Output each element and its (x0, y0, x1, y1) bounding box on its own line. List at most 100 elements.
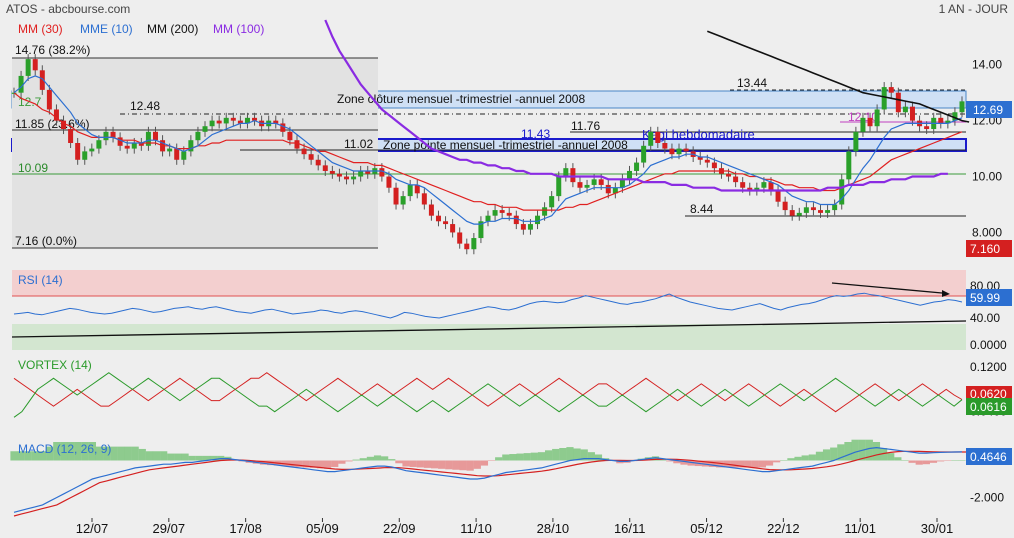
macd-hist-bar (751, 460, 759, 468)
macd-hist-bar (773, 460, 781, 463)
candle-body (68, 129, 74, 143)
candle-body (61, 120, 67, 130)
candle-body (216, 120, 222, 124)
macd-hist-bar (309, 460, 317, 468)
candle-body (450, 224, 456, 233)
candle-body (669, 148, 675, 155)
x-axis: 12/07 29/07 17/08 05/09 22/09 11/10 28/10 16/11… (76, 518, 953, 536)
macd-hist-bar (944, 460, 952, 461)
candle-body (428, 204, 434, 216)
candle-body (344, 176, 350, 180)
candle-body (959, 101, 965, 113)
candle-body (223, 117, 229, 124)
macd-hist-bar (552, 448, 560, 461)
zone-close-label: Zone clôture mensuel -trimestriel -annue… (337, 92, 585, 106)
candle-body (379, 168, 385, 177)
macd-hist-bar (181, 453, 189, 461)
candle-body (810, 207, 816, 211)
macd-hist-bar (395, 460, 403, 464)
chart-title: ATOS - abcbourse.com (6, 2, 130, 16)
candle-body (506, 212, 512, 216)
legend-mm30: MM (30) (18, 22, 63, 36)
candle-body (25, 59, 31, 76)
macd-hist-bar (53, 442, 61, 461)
vortex-plus-box (966, 398, 1012, 415)
candle-body (209, 120, 215, 127)
rsi-trend-arrow (942, 290, 950, 297)
macd-hist-bar (701, 460, 709, 467)
macd-hist-bar (145, 451, 154, 461)
macd-hist-bar (352, 459, 360, 461)
candle-body (358, 170, 364, 177)
macd-hist-bar (865, 439, 873, 461)
candle-body (761, 182, 767, 188)
candle-body (563, 168, 569, 177)
candle-body (244, 117, 250, 124)
candle-body (683, 148, 689, 152)
candle-body (443, 221, 449, 225)
macd-hist-bar (359, 458, 367, 461)
macd-hist-bar (17, 451, 25, 461)
level-1248-label: 12.48 (130, 99, 160, 113)
candle-body (457, 232, 463, 244)
macd-hist-bar (730, 460, 738, 468)
x-tick-label: 22/09 (383, 521, 416, 536)
macd-hist-bar (74, 442, 82, 461)
candle-body (322, 165, 328, 171)
zone-high-label: Zone pointe mensuel -trimestriel -annuel… (383, 138, 628, 152)
candle-body (181, 151, 187, 160)
macd-hist-bar (423, 460, 432, 468)
macd-hist-bar (46, 446, 54, 461)
low-price-box (966, 240, 1012, 257)
macd-hist-bar (587, 452, 595, 461)
candle-body (96, 140, 102, 149)
candle-body (110, 131, 116, 138)
macd-hist-bar (473, 460, 481, 469)
candle-body (336, 173, 342, 177)
candle-body (676, 148, 682, 155)
candle-body (634, 162, 640, 171)
vortex-plus-line (13, 372, 963, 418)
macd-hist-bar (523, 453, 531, 461)
macd-hist-bar (103, 446, 111, 461)
candle-body (726, 173, 732, 177)
macd-hist-bar (295, 460, 303, 467)
candle-body (18, 75, 24, 93)
candle-body (195, 131, 201, 141)
price-y-tick: 8.000 (972, 225, 1002, 239)
macd-hist-bar (879, 448, 888, 461)
rsi-y-tick: 0.0000 (970, 338, 1007, 352)
candle-body (89, 148, 95, 152)
candle-body (145, 131, 151, 146)
mm100-line (324, 19, 948, 192)
candle-body (131, 143, 137, 149)
macd-hist-bar (516, 453, 524, 461)
macd-hist-bar (38, 451, 47, 461)
candle-body (174, 148, 180, 160)
candle-body (888, 87, 894, 93)
level-1102-label: 11.02 (344, 137, 373, 151)
macd-hist-bar (573, 448, 581, 461)
rsi-title: RSI (14) (18, 273, 63, 287)
candle-body (513, 215, 519, 225)
candle-body (789, 210, 795, 216)
macd-hist-bar (716, 460, 724, 468)
candle-body (252, 117, 258, 121)
macd-hist-bar (381, 456, 389, 461)
candle-body (598, 179, 604, 185)
candle-body (202, 126, 208, 132)
macd-hist-bar (60, 442, 68, 461)
x-tick-label: 22/12 (767, 521, 800, 536)
candle-body (662, 143, 668, 149)
vortex-y-tick: 0.1200 (970, 360, 1007, 374)
candle-body (605, 184, 611, 194)
macd-hist-bar (915, 460, 923, 465)
candle-body (619, 179, 625, 188)
candle-body (839, 179, 845, 205)
macd-hist-bar (366, 456, 374, 461)
candle-body (329, 170, 335, 174)
candle-body (867, 117, 873, 127)
macd-hist-bar (345, 460, 353, 462)
candle-body (117, 137, 123, 146)
candle-body (747, 187, 753, 191)
